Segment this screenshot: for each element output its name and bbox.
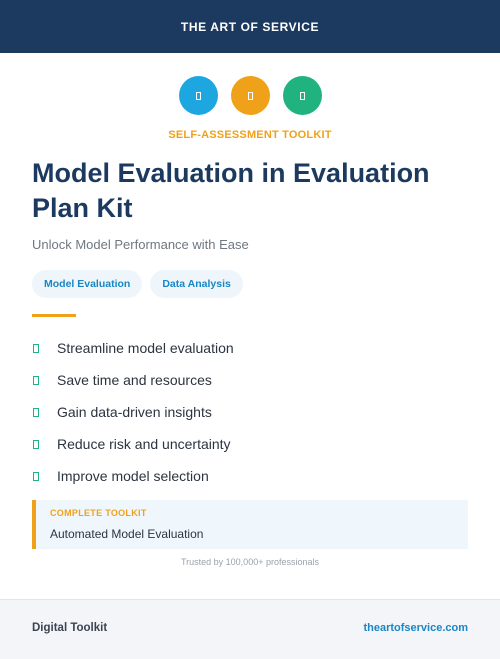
benefit-text: Save time and resources xyxy=(57,372,212,388)
header-bar: THE ART OF SERVICE xyxy=(0,0,500,53)
footer: Digital Toolkit theartofservice.com xyxy=(0,599,500,659)
subtitle: Unlock Model Performance with Ease xyxy=(32,237,249,252)
benefit-item: Improve model selection xyxy=(32,460,234,492)
check-icon xyxy=(33,343,39,353)
benefit-list: Streamline model evaluation Save time an… xyxy=(32,332,234,492)
footer-label: Digital Toolkit xyxy=(32,622,108,634)
benefit-item: Streamline model evaluation xyxy=(32,332,234,364)
check-icon xyxy=(33,439,39,449)
brand-name: THE ART OF SERVICE xyxy=(180,19,320,34)
callout-label: COMPLETE TOOLKIT xyxy=(50,508,147,518)
trust-note: Trusted by 100,000+ professionals xyxy=(180,557,319,567)
toolkit-eyebrow: SELF-ASSESSMENT TOOLKIT xyxy=(168,129,332,141)
check-icon xyxy=(33,407,39,417)
tag-model-evaluation: Model Evaluation xyxy=(32,270,143,298)
benefit-text: Gain data-driven insights xyxy=(57,404,212,420)
benefit-item: Gain data-driven insights xyxy=(32,396,234,428)
benefit-item: Save time and resources xyxy=(32,364,234,396)
benefit-text: Reduce risk and uncertainty xyxy=(57,436,231,452)
benefit-item: Reduce risk and uncertainty xyxy=(32,428,234,460)
website-link[interactable]: theartofservice.com xyxy=(363,622,468,634)
benefit-text: Streamline model evaluation xyxy=(57,340,234,356)
tag-list: Model Evaluation Data Analysis xyxy=(32,270,243,298)
icon-row xyxy=(0,76,500,115)
toolkit-callout: COMPLETE TOOLKIT Automated Model Evaluat… xyxy=(32,500,468,549)
tag-data-analysis: Data Analysis xyxy=(150,270,243,298)
check-icon xyxy=(33,471,39,481)
document-icon xyxy=(178,76,218,115)
document-icon xyxy=(282,76,322,115)
page-title: Model Evaluation in Evaluation Plan Kit xyxy=(32,158,430,223)
document-icon xyxy=(230,76,270,115)
benefit-text: Improve model selection xyxy=(57,468,209,484)
callout-value: Automated Model Evaluation xyxy=(50,527,204,541)
check-icon xyxy=(33,375,39,385)
accent-divider xyxy=(32,314,76,317)
